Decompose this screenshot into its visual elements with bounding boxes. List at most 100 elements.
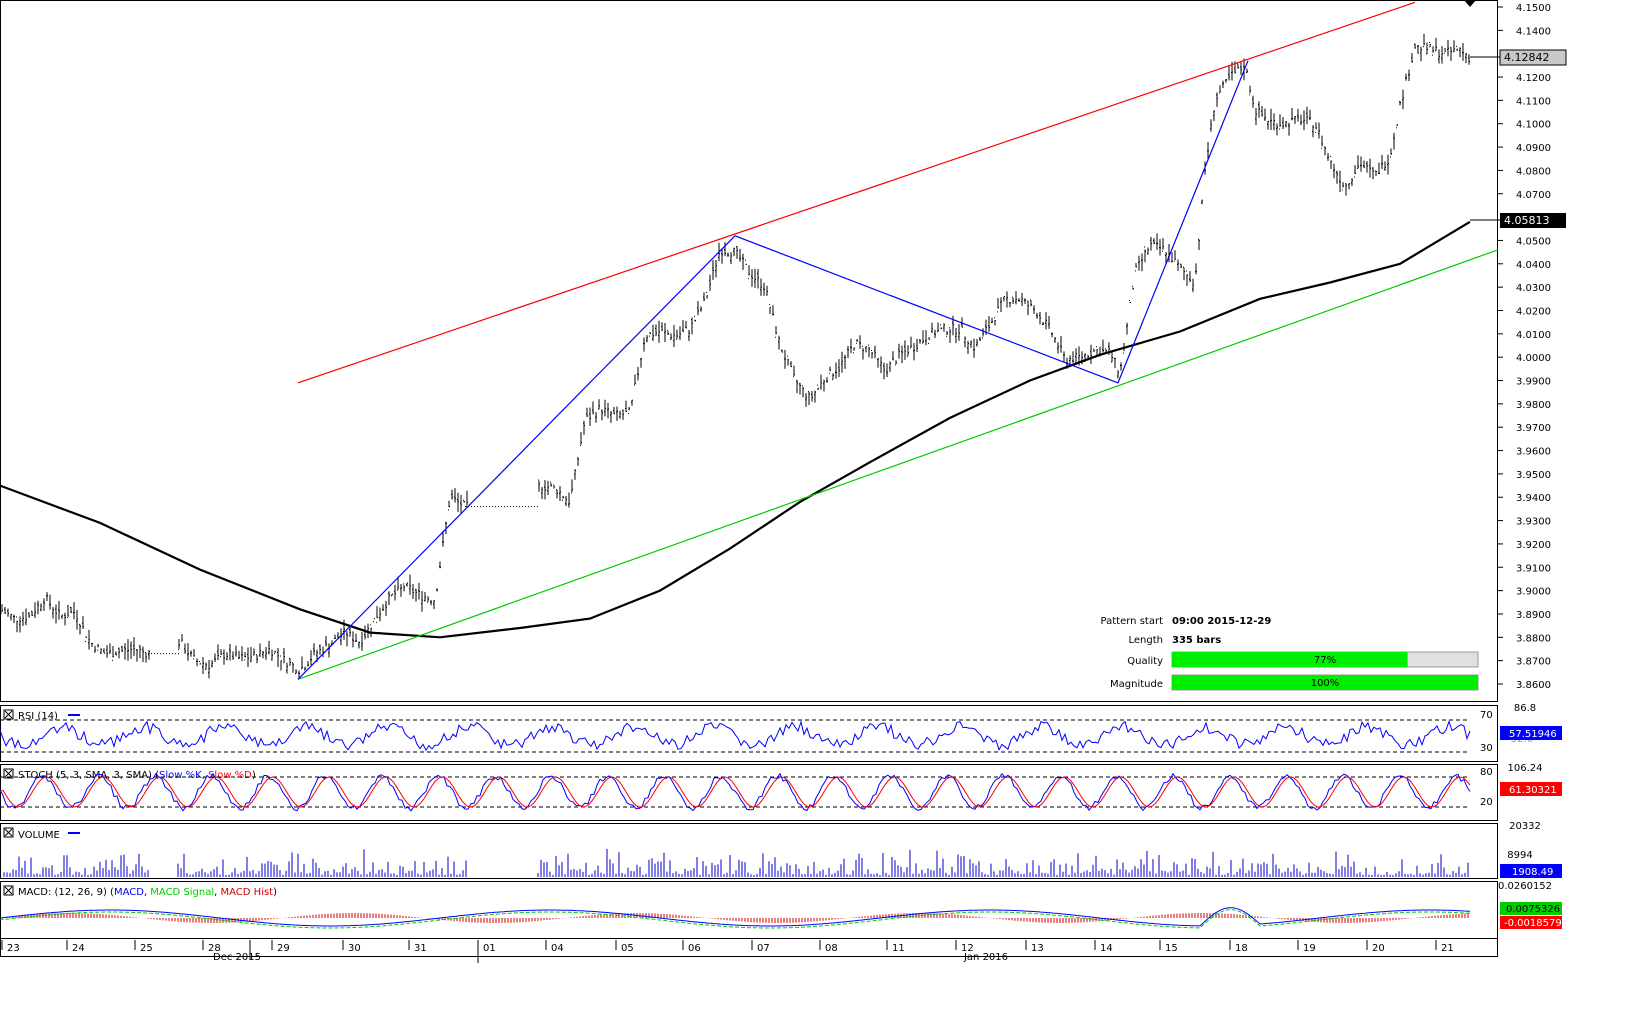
macd-title: MACD: (12, 26, 9) (MACD, MACD Signal, MA…	[18, 887, 277, 898]
stoch-level-20-label: 20	[1480, 797, 1493, 808]
month-label-jan: Jan 2016	[963, 952, 1008, 963]
rsi-title: RSI (14)	[18, 711, 58, 722]
price-tick-label: 4.0700	[1516, 190, 1551, 201]
price-tick-label: 4.1500	[1516, 3, 1551, 14]
magnitude-value: 100%	[1311, 678, 1340, 689]
price-tick-label: 4.1100	[1516, 96, 1551, 107]
price-tick-label: 3.8700	[1516, 657, 1551, 668]
close-icon	[4, 886, 13, 895]
price-tick-label: 3.9800	[1516, 400, 1551, 411]
date-label: 24	[72, 943, 85, 954]
date-label: 20	[1372, 943, 1385, 954]
price-tick-label: 4.1000	[1516, 120, 1551, 131]
price-tick-label: 4.0500	[1516, 236, 1551, 247]
volume-bars	[3, 848, 1469, 877]
macd-panel[interactable]	[0, 881, 1498, 939]
macd-indicator: MACD: (12, 26, 9) (MACD, MACD Signal, MA…	[0, 881, 1562, 929]
date-label: 23	[7, 943, 20, 954]
date-label: 06	[688, 943, 701, 954]
magnitude-label: Magnitude	[1110, 679, 1163, 690]
rsi-panel[interactable]	[0, 705, 1498, 762]
rsi-line	[0, 719, 1471, 752]
stoch-indicator: STOCH (5, 3, SMA, 3, SMA) (Slow %K, Slow…	[0, 763, 1562, 812]
stoch-d-line	[0, 776, 1471, 808]
length-value: 335 bars	[1172, 635, 1221, 646]
ma-price-value: 4.05813	[1504, 214, 1550, 227]
date-label: 29	[277, 943, 290, 954]
pattern-start-label: Pattern start	[1101, 616, 1164, 627]
date-label: 12	[961, 943, 974, 954]
date-label: 01	[483, 943, 496, 954]
last-price-tag: 4.12842	[1470, 49, 1567, 66]
date-label: 28	[208, 943, 221, 954]
trend-lines	[148, 1, 1499, 680]
price-tick-label: 3.9700	[1516, 423, 1551, 434]
macd-max-label: 0.0260152	[1498, 881, 1552, 892]
volume-mid-label: 8994	[1507, 850, 1532, 861]
resistance-line	[297, 1, 1416, 384]
ma-price-tag: 4.05813	[1470, 213, 1566, 228]
quality-value: 77%	[1314, 655, 1336, 666]
stoch-level-80-label: 80	[1480, 767, 1493, 778]
price-tick-label: 3.9600	[1516, 447, 1551, 458]
magnitude-bar-fill	[1172, 675, 1478, 690]
pattern-start-value: 09:00 2015-12-29	[1172, 616, 1271, 627]
stoch-title: STOCH (5, 3, SMA, 3, SMA) (Slow %K, Slow…	[18, 770, 256, 781]
date-label: 25	[140, 943, 153, 954]
close-icon	[4, 710, 13, 719]
date-label: 05	[621, 943, 634, 954]
price-tick-label: 4.0000	[1516, 353, 1551, 364]
date-label: 14	[1100, 943, 1113, 954]
price-tick-label: 4.0900	[1516, 143, 1551, 154]
price-tick-label: 4.0400	[1516, 260, 1551, 271]
quality-label: Quality	[1127, 656, 1163, 667]
date-labels: 23 24 25 28 29 30 31 01 04 05 06 07 08 11 12 13 14 15 18 19…	[1, 940, 1454, 954]
price-bars	[1, 33, 1470, 680]
date-label: 07	[757, 943, 770, 954]
macd-value: 0.0075326	[1506, 904, 1560, 915]
pattern-info: Pattern start 09:00 2015-12-29 Length 33…	[1101, 616, 1479, 691]
price-tick-label: 3.9100	[1516, 563, 1551, 574]
price-axis: 4.1500 4.1400 4.1200 4.1100 4.1000 4.0900 4.08…	[1497, 3, 1551, 691]
quality-bar-fill	[1172, 652, 1408, 667]
macd-signal-line	[0, 909, 1471, 929]
price-tick-label: 3.8900	[1516, 610, 1551, 621]
date-label: 15	[1165, 943, 1178, 954]
price-tick-label: 3.9400	[1516, 493, 1551, 504]
price-tick-label: 4.0300	[1516, 283, 1551, 294]
price-tick-label: 3.9500	[1516, 470, 1551, 481]
volume-title: VOLUME	[18, 830, 60, 841]
scroll-marker-icon[interactable]	[1464, 0, 1476, 7]
rsi-level-70-label: 70	[1480, 710, 1493, 721]
macd-hist-value: -0.0018579	[1504, 918, 1562, 929]
rsi-value: 57.51946	[1509, 729, 1557, 740]
rsi-indicator: RSI (14) 70 30 86.8 52.0 57.51946	[0, 703, 1562, 754]
volume-max-label: 20332	[1509, 821, 1541, 832]
main-price-panel[interactable]	[0, 0, 1498, 702]
date-label: 30	[348, 943, 361, 954]
price-tick-label: 4.0100	[1516, 330, 1551, 341]
stoch-value: 61.30321	[1509, 785, 1557, 796]
date-label: 08	[825, 943, 838, 954]
month-label-dec: Dec 2015	[213, 952, 261, 963]
date-axis	[0, 938, 1498, 957]
pattern-zigzag	[297, 60, 1249, 680]
price-tick-label: 3.9000	[1516, 587, 1551, 598]
price-tick-label: 4.0800	[1516, 166, 1551, 177]
volume-panel[interactable]	[0, 823, 1498, 879]
date-label: 18	[1235, 943, 1248, 954]
price-tick-label: 3.8800	[1516, 633, 1551, 644]
close-icon	[4, 828, 13, 837]
support-line	[297, 249, 1499, 680]
date-label: 31	[414, 943, 427, 954]
last-price-value: 4.12842	[1504, 51, 1550, 64]
macd-line	[0, 907, 1471, 927]
macd-histogram	[3, 913, 1469, 923]
stoch-max-label: 106.24	[1508, 763, 1543, 774]
length-label: Length	[1129, 635, 1164, 646]
date-label: 13	[1031, 943, 1044, 954]
date-label: 21	[1441, 943, 1454, 954]
price-tick-label: 4.1400	[1516, 26, 1551, 37]
price-tick-label: 4.1200	[1516, 73, 1551, 84]
